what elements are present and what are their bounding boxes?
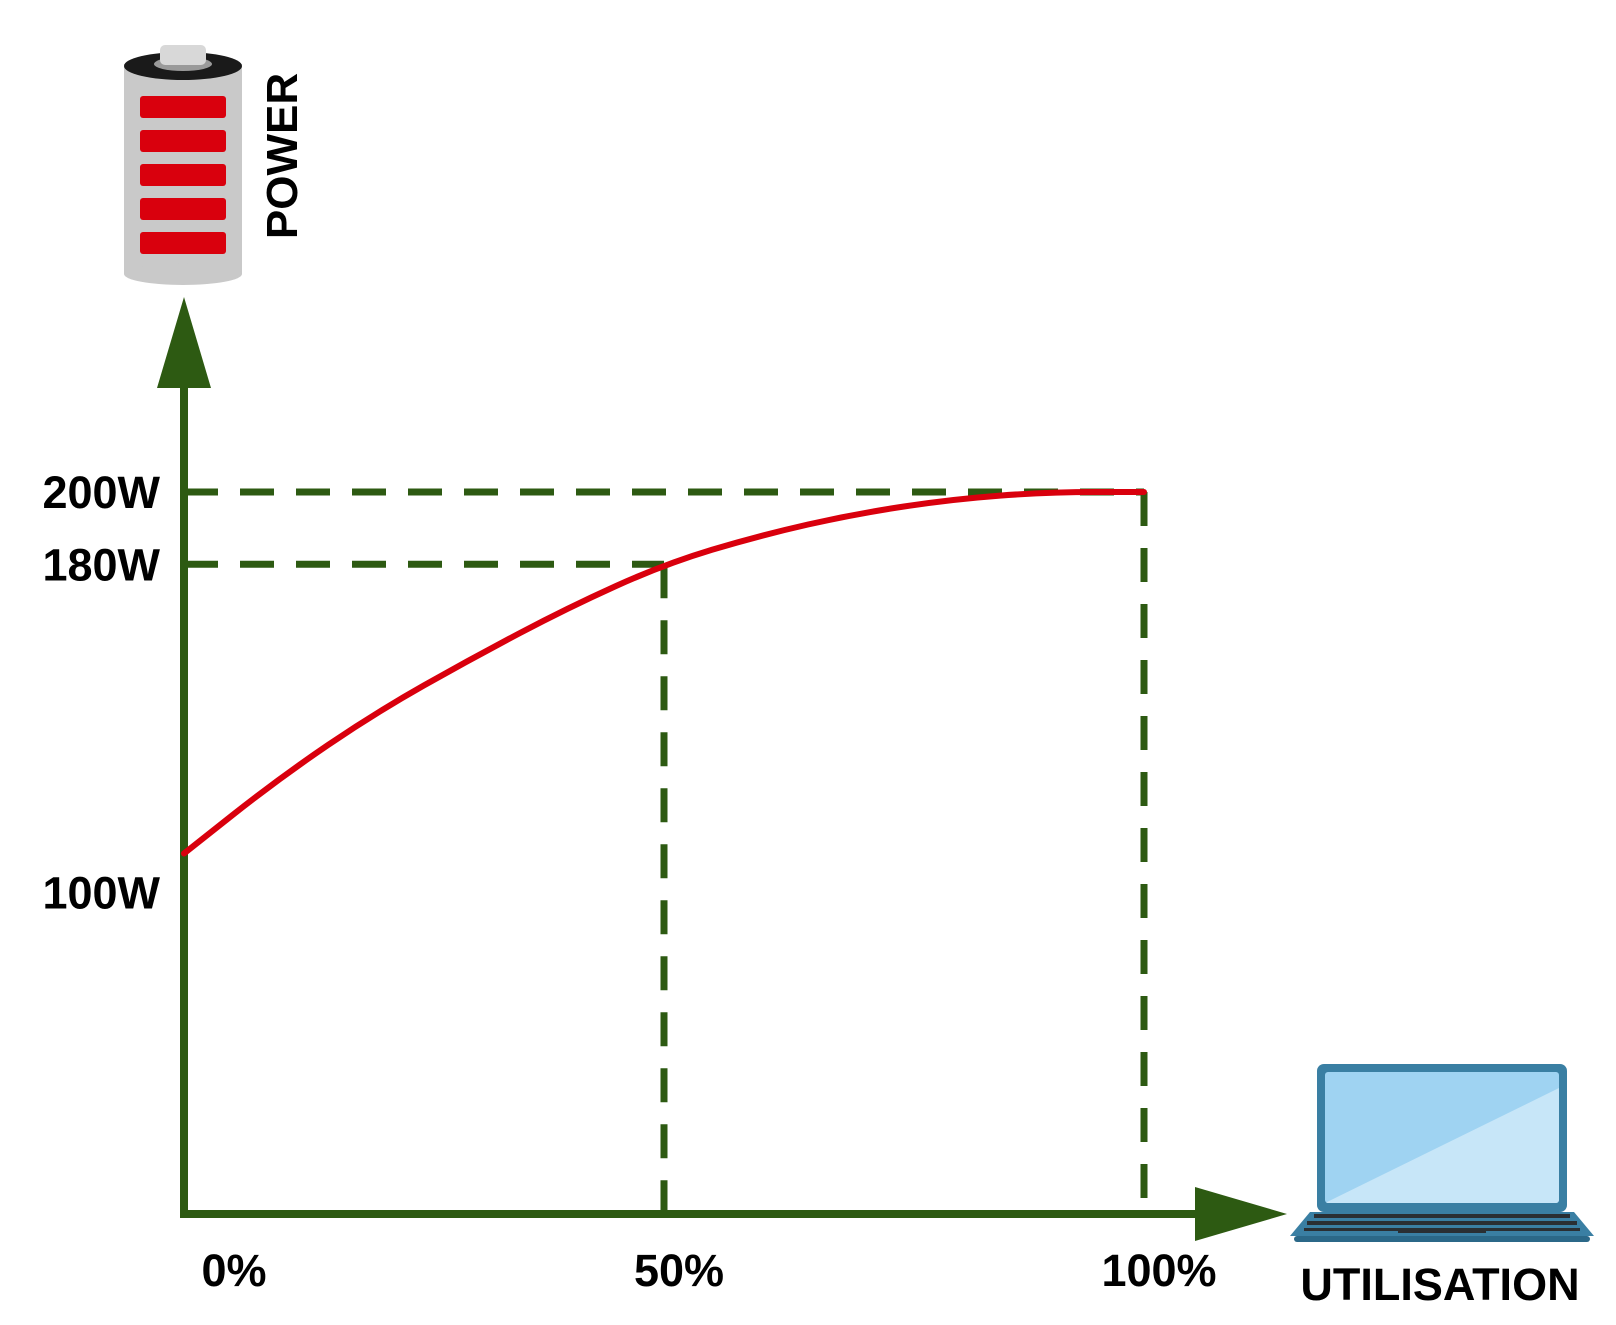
- y-axis-arrow: [157, 297, 211, 388]
- power-curve: [181, 489, 1147, 857]
- x-tick-label: 0%: [201, 1245, 266, 1296]
- laptop-icon: [1290, 1064, 1594, 1242]
- y-tick-label: 180W: [42, 539, 160, 590]
- x-tick-labels: 0% 50% 100%: [201, 1245, 1216, 1296]
- y-tick-labels: 100W 180W 200W: [42, 467, 160, 919]
- x-tick-label: 50%: [634, 1245, 724, 1296]
- x-tick-label: 100%: [1101, 1245, 1216, 1296]
- y-tick-label: 100W: [42, 868, 160, 919]
- axes: [157, 297, 1287, 1241]
- x-axis-title: UTILISATION: [1300, 1259, 1579, 1310]
- reference-lines: [184, 488, 1148, 1215]
- y-axis-title: POWER: [258, 73, 307, 239]
- x-axis-arrow: [1195, 1187, 1287, 1241]
- y-tick-label: 200W: [42, 467, 160, 518]
- battery-icon: [124, 45, 242, 285]
